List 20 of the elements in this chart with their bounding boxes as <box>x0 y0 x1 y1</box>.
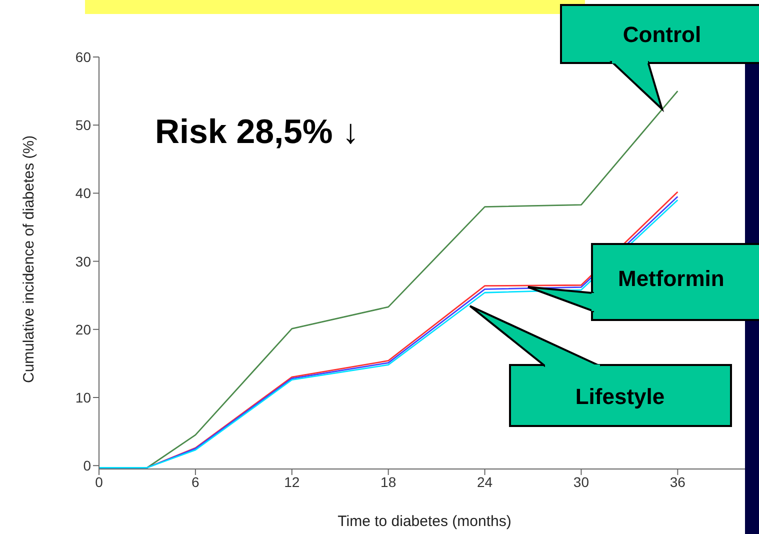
y-tick-label: 40 <box>75 185 92 202</box>
y-tick-label: 10 <box>75 389 92 406</box>
text: Lifestyle <box>575 384 665 409</box>
y-tick-label: 60 <box>75 48 92 65</box>
text: Control <box>622 22 702 47</box>
x-axis-title: Time to diabetes (months) <box>338 513 512 530</box>
y-tick-label: 30 <box>75 253 92 270</box>
y-tick-label: 0 <box>83 458 92 474</box>
x-tick-label: 0 <box>95 474 104 490</box>
x-tick-label: 30 <box>573 474 590 490</box>
x-tick-label: 6 <box>192 474 200 490</box>
x-tick-label: 12 <box>284 474 300 490</box>
y-axis-title: Cumulative incidence of diabetes (%) <box>20 135 38 383</box>
y-tick-label: 20 <box>75 321 92 338</box>
annotation: Risk 28,5% ↓ <box>155 113 360 151</box>
x-tick-label: 18 <box>380 474 396 490</box>
x-tick-label: 36 <box>670 474 686 490</box>
series-label: Metformin <box>618 266 724 291</box>
y-tick-label: 50 <box>75 117 92 134</box>
x-tick-label: 24 <box>476 474 493 490</box>
